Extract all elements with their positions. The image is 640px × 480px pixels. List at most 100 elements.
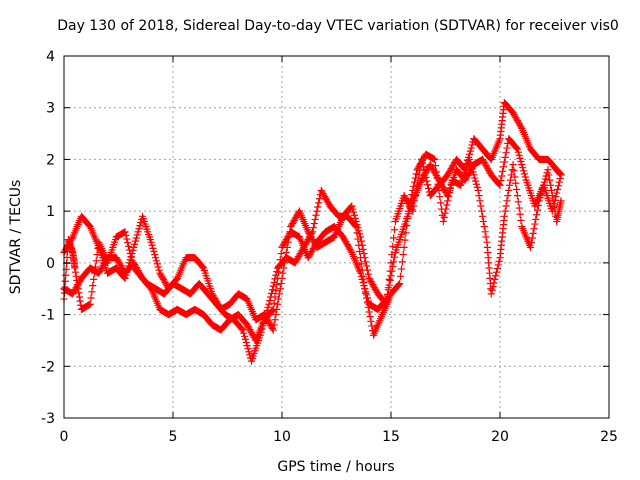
data-point-marker (498, 172, 506, 180)
data-point-marker (514, 148, 522, 156)
data-point-marker (482, 233, 490, 241)
data-point-marker (493, 264, 501, 273)
data-point-marker (274, 274, 282, 282)
data-point-marker (503, 197, 511, 205)
data-point-marker (502, 202, 510, 210)
data-point-marker (471, 174, 479, 182)
data-point-marker (542, 172, 550, 180)
data-point-marker (463, 159, 471, 168)
data-point-marker (477, 202, 485, 210)
data-point-marker (526, 243, 535, 251)
data-point-marker (500, 158, 508, 166)
data-point-marker (506, 176, 515, 184)
data-point-marker (475, 192, 483, 200)
data-point-marker (361, 254, 369, 262)
data-point-marker (242, 338, 250, 347)
data-point-marker (396, 279, 404, 288)
data-point-marker (382, 296, 390, 304)
data-point-marker (515, 204, 523, 212)
data-point-marker (75, 293, 84, 301)
data-point-marker (441, 209, 449, 217)
data-point-marker (282, 248, 290, 257)
data-point-marker (349, 208, 358, 216)
data-point-marker (315, 199, 323, 207)
data-point-marker (479, 217, 488, 226)
data-point-marker (517, 216, 525, 225)
data-point-marker (462, 163, 470, 171)
data-point-marker (275, 262, 283, 270)
data-point-marker (389, 262, 397, 271)
x-tick-label: 25 (600, 429, 618, 445)
data-point-marker (519, 164, 527, 172)
data-point-marker (129, 246, 137, 255)
data-point-marker (271, 316, 279, 324)
data-point-marker (354, 224, 362, 232)
data-point-marker (355, 227, 363, 235)
data-point-marker (557, 171, 565, 179)
data-point-marker (527, 239, 535, 247)
data-point-marker (513, 145, 522, 153)
data-point-marker (510, 167, 518, 175)
data-point-marker (439, 217, 447, 226)
data-point-marker (362, 258, 370, 266)
x-tick-label: 10 (273, 429, 291, 445)
data-point-marker (358, 241, 366, 249)
data-point-marker (553, 185, 562, 194)
data-point-marker (353, 220, 361, 229)
data-point-marker (366, 313, 374, 321)
data-point-marker (466, 147, 474, 155)
data-point-marker (63, 259, 71, 267)
data-point-marker (471, 177, 480, 185)
data-point-marker (149, 244, 157, 252)
data-point-marker (550, 200, 558, 208)
data-point-marker (503, 144, 511, 152)
data-point-marker (128, 249, 136, 258)
data-point-marker (362, 291, 371, 299)
data-point-marker (464, 156, 472, 165)
data-point-marker (468, 141, 476, 149)
data-point-marker (124, 242, 133, 250)
data-point-marker (87, 294, 95, 302)
data-point-marker (311, 215, 319, 224)
data-point-marker (63, 253, 71, 262)
data-point-marker (271, 293, 279, 301)
data-point-marker (277, 249, 285, 258)
data-point-marker (121, 228, 129, 236)
data-point-marker (313, 207, 321, 215)
x-axis-label: GPS time / hours (277, 459, 394, 475)
data-point-marker (480, 223, 488, 231)
data-point-marker (359, 245, 367, 254)
data-point-marker (384, 286, 392, 294)
data-point-marker (131, 237, 140, 245)
data-point-marker (264, 303, 272, 311)
y-tick-label: 2 (46, 152, 55, 168)
data-point-marker (473, 183, 481, 191)
data-point-marker (281, 254, 290, 262)
x-tick-label: 20 (491, 429, 509, 445)
data-point-marker (246, 351, 254, 359)
data-point-marker (276, 256, 284, 264)
data-point-marker (359, 278, 367, 287)
data-point-marker (529, 229, 537, 237)
plot-frame (63, 55, 610, 419)
data-point-marker (436, 193, 444, 201)
data-point-marker (440, 213, 448, 221)
data-point-marker (511, 173, 519, 181)
data-point-marker (500, 212, 508, 220)
data-point-marker (134, 228, 142, 236)
data-point-marker (363, 294, 372, 302)
data-point-marker (478, 207, 486, 215)
data-point-marker (398, 258, 406, 266)
data-point-marker (512, 179, 520, 187)
data-point-marker (545, 171, 553, 179)
data-point-marker (357, 260, 365, 268)
y-tick-label: -3 (41, 411, 55, 427)
data-point-marker (383, 290, 392, 299)
y-tick-label: 3 (46, 101, 55, 117)
data-point-marker (348, 202, 356, 210)
data-point-marker (90, 275, 98, 284)
data-point-marker (362, 262, 371, 270)
data-point-marker (76, 297, 84, 305)
data-point-marker (274, 268, 283, 276)
data-point-marker (154, 263, 162, 271)
